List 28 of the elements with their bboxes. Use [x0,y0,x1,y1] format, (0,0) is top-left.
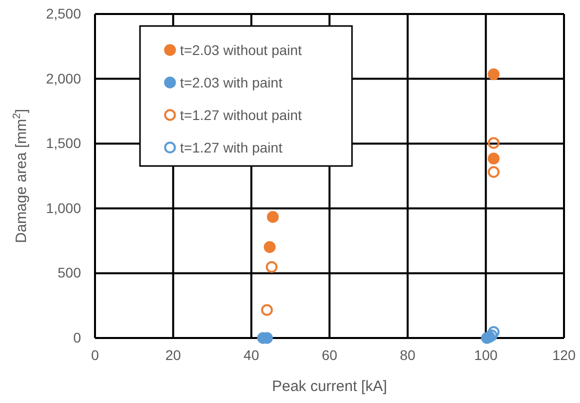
point [261,304,273,316]
y-tick-label: 2,500 [46,5,82,22]
point [488,152,500,164]
point [486,330,498,342]
y-tick-label: 1,000 [46,200,82,216]
legend-label: t=2.03 without paint [180,42,302,58]
x-tick-label: 120 [552,346,576,363]
x-tick-label: 40 [244,346,260,363]
y-tick-label: 0 [73,329,82,346]
legend-label: t=1.27 without paint [180,107,302,123]
point [488,68,500,80]
point [488,326,500,338]
point [266,261,278,273]
y-tick-label: 1,500 [46,135,82,152]
x-tick-label: 0 [91,346,100,363]
x-tick-label: 80 [400,346,416,363]
point [266,211,279,223]
x-axis-title: Peak current [kA] [272,378,388,395]
y-tick-label: 2,000 [46,70,82,86]
legend-label: t=2.03 with paint [180,74,282,90]
x-tick-label: 100 [474,346,498,363]
y-tick-label: 500 [58,264,82,281]
x-tick-label: 60 [322,346,338,363]
point [488,166,500,178]
point [264,241,276,253]
point [488,137,500,149]
x-tick-label: 20 [165,346,182,363]
legend-label: t=1.27 with paint [180,140,282,156]
